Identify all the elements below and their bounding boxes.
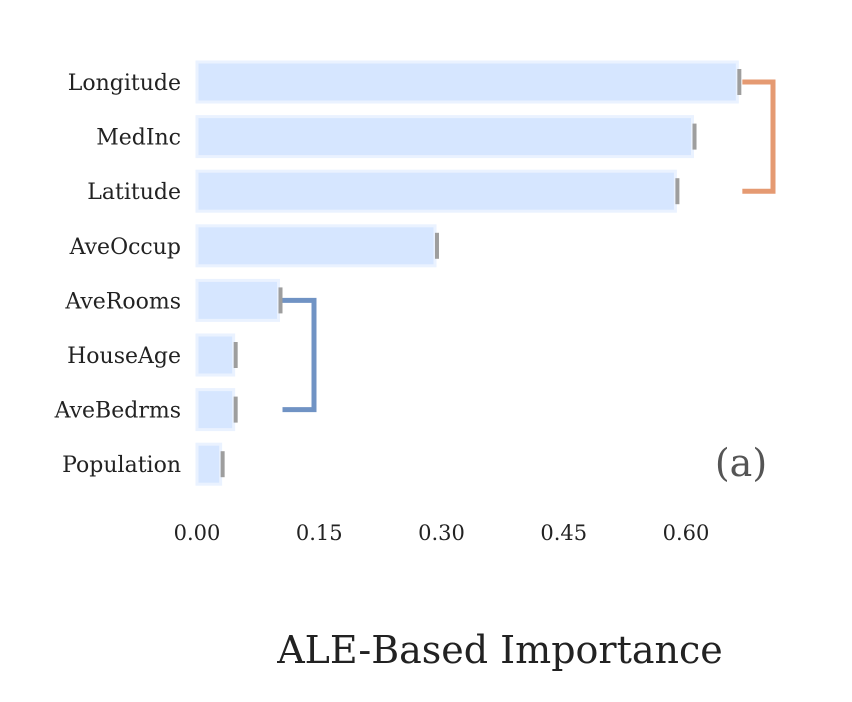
bar-aveoccup — [195, 224, 437, 268]
category-label-latitude: Latitude — [87, 180, 181, 205]
x-tick-label: 0.00 — [174, 521, 221, 545]
bar-houseage — [195, 333, 236, 377]
bar-population — [195, 442, 223, 486]
bars-group — [195, 60, 739, 486]
bracket-longitude-latitude — [742, 79, 776, 194]
x-tick-label: 0.15 — [296, 521, 343, 545]
error-caps-group — [220, 69, 742, 478]
x-tick-label: 0.45 — [540, 521, 587, 545]
category-label-avebedrms: AveBedrms — [54, 399, 181, 424]
brackets-group — [282, 79, 776, 413]
category-label-population: Population — [62, 453, 181, 478]
category-label-medinc: MedInc — [96, 126, 181, 151]
category-label-longitude: Longitude — [68, 71, 181, 96]
bar-averooms — [195, 278, 280, 322]
x-tick-label: 0.60 — [663, 521, 710, 545]
bar-latitude — [195, 169, 677, 213]
x-tick-label: 0.30 — [418, 521, 465, 545]
category-label-houseage: HouseAge — [67, 344, 181, 369]
x-axis-label: ALE-Based Importance — [276, 628, 723, 672]
bar-medinc — [195, 115, 695, 159]
category-label-aveoccup: AveOccup — [69, 235, 181, 260]
bar-avebedrms — [195, 388, 236, 432]
x-tick-labels-group: 0.00 0.15 0.30 0.45 0.60 — [174, 521, 710, 545]
panel-label: (a) — [715, 441, 767, 485]
category-label-averooms: AveRooms — [64, 289, 181, 314]
bracket-averooms-avebedrms — [282, 297, 317, 413]
category-labels-group: Longitude MedInc Latitude AveOccup AveRooms H… — [54, 71, 181, 478]
bar-longitude — [195, 60, 739, 104]
